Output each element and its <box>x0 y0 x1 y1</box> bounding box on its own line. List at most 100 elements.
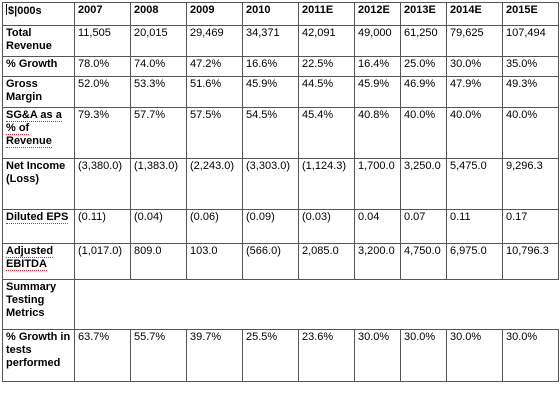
value-cell: 30.0% <box>400 329 447 382</box>
value-cell: 57.5% <box>186 107 243 159</box>
value-cell: 10,796.3 <box>502 243 559 280</box>
header-corner-cell[interactable]: $|000s <box>2 2 75 26</box>
table-body: $|000s 2007 2008 2009 2010 2011E 2012E 2… <box>2 2 559 382</box>
year-header: 2008 <box>130 2 187 26</box>
value-cell: 3,250.0 <box>400 158 447 210</box>
table-row-growth: % Growth 78.0% 74.0% 47.2% 16.6% 22.5% 1… <box>2 56 559 77</box>
value-cell: 42,091 <box>298 25 355 57</box>
table-row-section-header: Summary Testing Metrics <box>2 279 559 330</box>
value-cell: 40.8% <box>354 107 401 159</box>
value-cell: 45.4% <box>298 107 355 159</box>
value-cell: 40.0% <box>502 107 559 159</box>
value-cell: 3,200.0 <box>354 243 401 280</box>
value-cell: 20,015 <box>130 25 187 57</box>
year-header: 2010 <box>242 2 299 26</box>
value-cell: 79.3% <box>74 107 131 159</box>
value-cell: 1,700.0 <box>354 158 401 210</box>
year-header: 2015E <box>502 2 559 26</box>
value-cell: 25.0% <box>400 56 447 77</box>
value-cell: 16.6% <box>242 56 299 77</box>
value-cell: 45.9% <box>354 76 401 108</box>
value-cell: 47.9% <box>446 76 503 108</box>
value-cell: 46.9% <box>400 76 447 108</box>
value-cell: 78.0% <box>74 56 131 77</box>
table-row-net-income: Net Income (Loss) (3,380.0) (1,383.0) (2… <box>2 158 559 210</box>
table-row-tests-growth: % Growth in tests performed 63.7% 55.7% … <box>2 329 559 382</box>
value-cell: 23.6% <box>298 329 355 382</box>
section-label: Summary Testing Metrics <box>2 279 75 330</box>
value-cell: (0.11) <box>74 209 131 244</box>
value-cell: 47.2% <box>186 56 243 77</box>
year-header: 2013E <box>400 2 447 26</box>
value-cell: 4,750.0 <box>400 243 447 280</box>
table-row-gross-margin: Gross Margin 52.0% 53.3% 51.6% 45.9% 44.… <box>2 76 559 108</box>
year-header: 2007 <box>74 2 131 26</box>
value-cell: 49,000 <box>354 25 401 57</box>
value-cell: (1,383.0) <box>130 158 187 210</box>
value-cell: (0.06) <box>186 209 243 244</box>
value-cell: 51.6% <box>186 76 243 108</box>
value-cell: 0.11 <box>446 209 503 244</box>
value-cell: 57.7% <box>130 107 187 159</box>
header-row: $|000s 2007 2008 2009 2010 2011E 2012E 2… <box>2 2 559 26</box>
value-cell: 2,085.0 <box>298 243 355 280</box>
value-cell: 809.0 <box>130 243 187 280</box>
value-cell: 40.0% <box>400 107 447 159</box>
row-label: Net Income (Loss) <box>2 158 75 210</box>
value-cell: (0.04) <box>130 209 187 244</box>
value-cell: 30.0% <box>446 329 503 382</box>
sga-label-text: SG&A as a % of Revenue <box>6 109 62 148</box>
section-blank-area <box>75 280 559 330</box>
row-label: % Growth <box>2 56 75 77</box>
value-cell: (2,243.0) <box>186 158 243 210</box>
value-cell: 63.7% <box>74 329 131 382</box>
row-label: Gross Margin <box>2 76 75 108</box>
year-header: 2011E <box>298 2 355 26</box>
eps-label-text: Diluted EPS <box>6 211 69 224</box>
value-cell: 35.0% <box>502 56 559 77</box>
value-cell: 9,296.3 <box>502 158 559 210</box>
value-cell: 34,371 <box>242 25 299 57</box>
value-cell: 40.0% <box>446 107 503 159</box>
value-cell: 30.0% <box>446 56 503 77</box>
value-cell: 54.5% <box>242 107 299 159</box>
value-cell: 45.9% <box>242 76 299 108</box>
value-cell: (3,380.0) <box>74 158 131 210</box>
table-row-sga: SG&A as a % of Revenue 79.3% 57.7% 57.5%… <box>2 107 559 159</box>
row-label: Adjusted EBITDA <box>2 243 75 280</box>
row-label: SG&A as a % of Revenue <box>2 107 75 159</box>
header-label: $|000s <box>8 5 42 17</box>
value-cell: 25.5% <box>242 329 299 382</box>
value-cell: 52.0% <box>74 76 131 108</box>
value-cell: 103.0 <box>186 243 243 280</box>
text-cursor <box>6 4 7 15</box>
row-label: Total Revenue <box>2 25 75 57</box>
value-cell: (3,303.0) <box>242 158 299 210</box>
value-cell: 74.0% <box>130 56 187 77</box>
table-row-diluted-eps: Diluted EPS (0.11) (0.04) (0.06) (0.09) … <box>2 209 559 244</box>
value-cell: (0.03) <box>298 209 355 244</box>
row-label: Diluted EPS <box>2 209 75 244</box>
value-cell: 30.0% <box>354 329 401 382</box>
value-cell: 6,975.0 <box>446 243 503 280</box>
value-cell: 29,469 <box>186 25 243 57</box>
value-cell: 49.3% <box>502 76 559 108</box>
value-cell: 53.3% <box>130 76 187 108</box>
ebitda-label-text: Adjusted EBITDA <box>6 245 54 271</box>
value-cell: 22.5% <box>298 56 355 77</box>
value-cell: 61,250 <box>400 25 447 57</box>
table-row-total-revenue: Total Revenue 11,505 20,015 29,469 34,37… <box>2 25 559 57</box>
value-cell: 44.5% <box>298 76 355 108</box>
financial-table: $|000s 2007 2008 2009 2010 2011E 2012E 2… <box>2 2 559 382</box>
value-cell: 79,625 <box>446 25 503 57</box>
value-cell: (1,017.0) <box>74 243 131 280</box>
value-cell: 0.04 <box>354 209 401 244</box>
value-cell: 11,505 <box>74 25 131 57</box>
row-label: % Growth in tests performed <box>2 329 75 382</box>
year-header: 2009 <box>186 2 243 26</box>
value-cell: 107,494 <box>502 25 559 57</box>
value-cell: 16.4% <box>354 56 401 77</box>
value-cell: (1,124.3) <box>298 158 355 210</box>
value-cell: (566.0) <box>242 243 299 280</box>
value-cell: (0.09) <box>242 209 299 244</box>
